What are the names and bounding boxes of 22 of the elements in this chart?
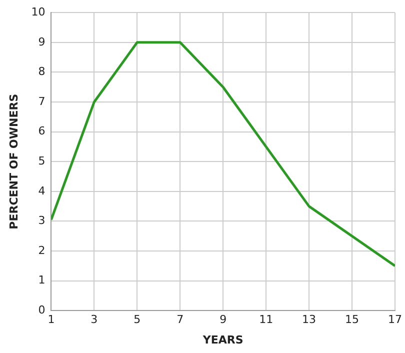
x-tick-label: 9 <box>220 313 227 326</box>
y-axis-title: PERCENT OF OWNERS <box>7 94 20 230</box>
x-tick-label: 5 <box>134 313 141 326</box>
x-tick-label: 15 <box>345 313 360 326</box>
y-tick-label: 10 <box>31 5 46 18</box>
x-tick-label: 11 <box>259 313 274 326</box>
x-tick-label: 7 <box>176 313 184 326</box>
x-axis-title: YEARS <box>202 333 244 346</box>
y-tick-label: 5 <box>38 154 46 168</box>
y-tick-label: 6 <box>38 124 46 138</box>
y-tick-label: 0 <box>38 303 46 316</box>
x-tick-label: 1 <box>48 313 55 326</box>
y-tick-label: 7 <box>38 94 46 108</box>
x-tick-label: 17 <box>388 313 402 326</box>
y-tick-label: 8 <box>38 65 46 78</box>
y-tick-label: 3 <box>38 214 46 228</box>
y-tick-label: 9 <box>38 35 46 48</box>
x-tick-label: 3 <box>90 313 98 326</box>
y-tick-label: 2 <box>38 244 46 257</box>
y-tick-label: 4 <box>38 184 46 198</box>
y-tick-label: 1 <box>38 274 46 287</box>
x-tick-label: 13 <box>302 313 316 326</box>
